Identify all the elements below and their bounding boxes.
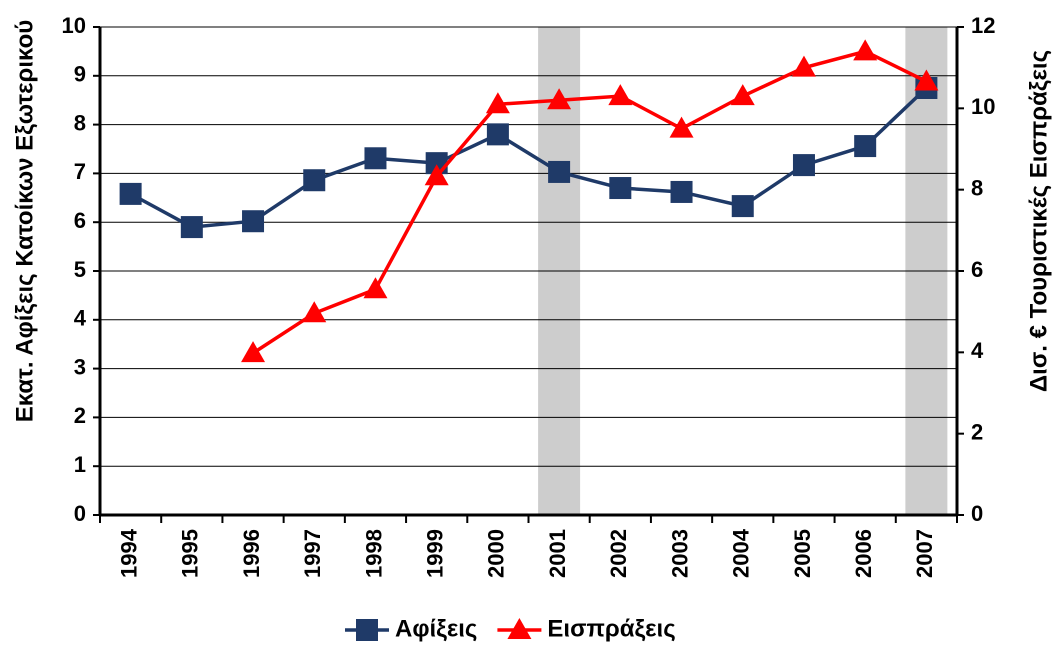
x-tick-label: 2004 [729,528,754,578]
y2-axis-title: Δισ. € Τουριστικές Εισπράξεις [1025,50,1052,392]
marker [791,55,816,77]
marker [303,169,326,192]
y-tick-label: 9 [74,62,86,87]
x-tick-label: 2002 [606,529,631,578]
y-tick-label: 7 [74,159,86,184]
marker [731,195,754,218]
marker [180,216,203,239]
x-tick-label: 2007 [912,529,937,578]
x-tick-label: 1998 [361,529,386,578]
x-tick-label: 1996 [239,529,264,578]
marker [242,210,265,233]
y-tick-label: 2 [74,403,86,428]
x-tick-label: 2003 [667,529,692,578]
y2-tick-label: 4 [971,338,984,363]
x-tick-label: 2005 [790,529,815,578]
marker [485,92,510,114]
marker [670,180,693,203]
series-line [252,49,928,355]
marker [609,177,632,200]
legend-item: Εισπράξεις [497,615,676,642]
x-tick-label: 1999 [422,529,447,578]
marker [548,160,571,183]
x-tick-label: 1997 [300,529,325,578]
y-tick-label: 8 [74,110,86,135]
marker [241,341,266,363]
marker [914,69,939,91]
marker [792,154,815,177]
y-axis-title: Εκατ. Αφίξεις Κατοίκων Εξωτερικού [11,20,38,422]
y-tick-label: 1 [74,452,86,477]
marker [486,123,509,146]
marker [507,618,532,639]
y2-tick-label: 2 [971,419,983,444]
marker [853,39,878,61]
y-tick-label: 3 [74,354,86,379]
legend-label: Αφίξεις [395,615,477,642]
x-tick-label: 1995 [178,529,203,578]
y2-tick-label: 0 [971,501,983,526]
y2-tick-label: 8 [971,175,983,200]
y-tick-label: 10 [62,13,86,38]
legend-item: Αφίξεις [345,615,477,642]
y-tick-label: 6 [74,208,86,233]
x-tick-label: 2000 [484,529,509,578]
y-tick-label: 5 [74,257,86,282]
marker [356,619,378,641]
marker [424,164,449,186]
x-tick-label: 2001 [545,529,570,578]
marker [854,135,877,158]
marker [730,84,755,106]
legend-label: Εισπράξεις [547,615,675,642]
y-tick-label: 4 [74,306,87,331]
marker [364,147,387,170]
marker [608,84,633,106]
y2-tick-label: 6 [971,257,983,282]
y2-tick-label: 12 [971,13,995,38]
marker [363,277,388,299]
x-tick-label: 1994 [116,528,141,578]
marker [547,88,572,110]
y2-tick-label: 10 [971,94,995,119]
marker [302,301,327,323]
marker [669,116,694,138]
x-tick-label: 2006 [851,529,876,578]
marker [119,182,142,205]
y-tick-label: 0 [74,501,86,526]
